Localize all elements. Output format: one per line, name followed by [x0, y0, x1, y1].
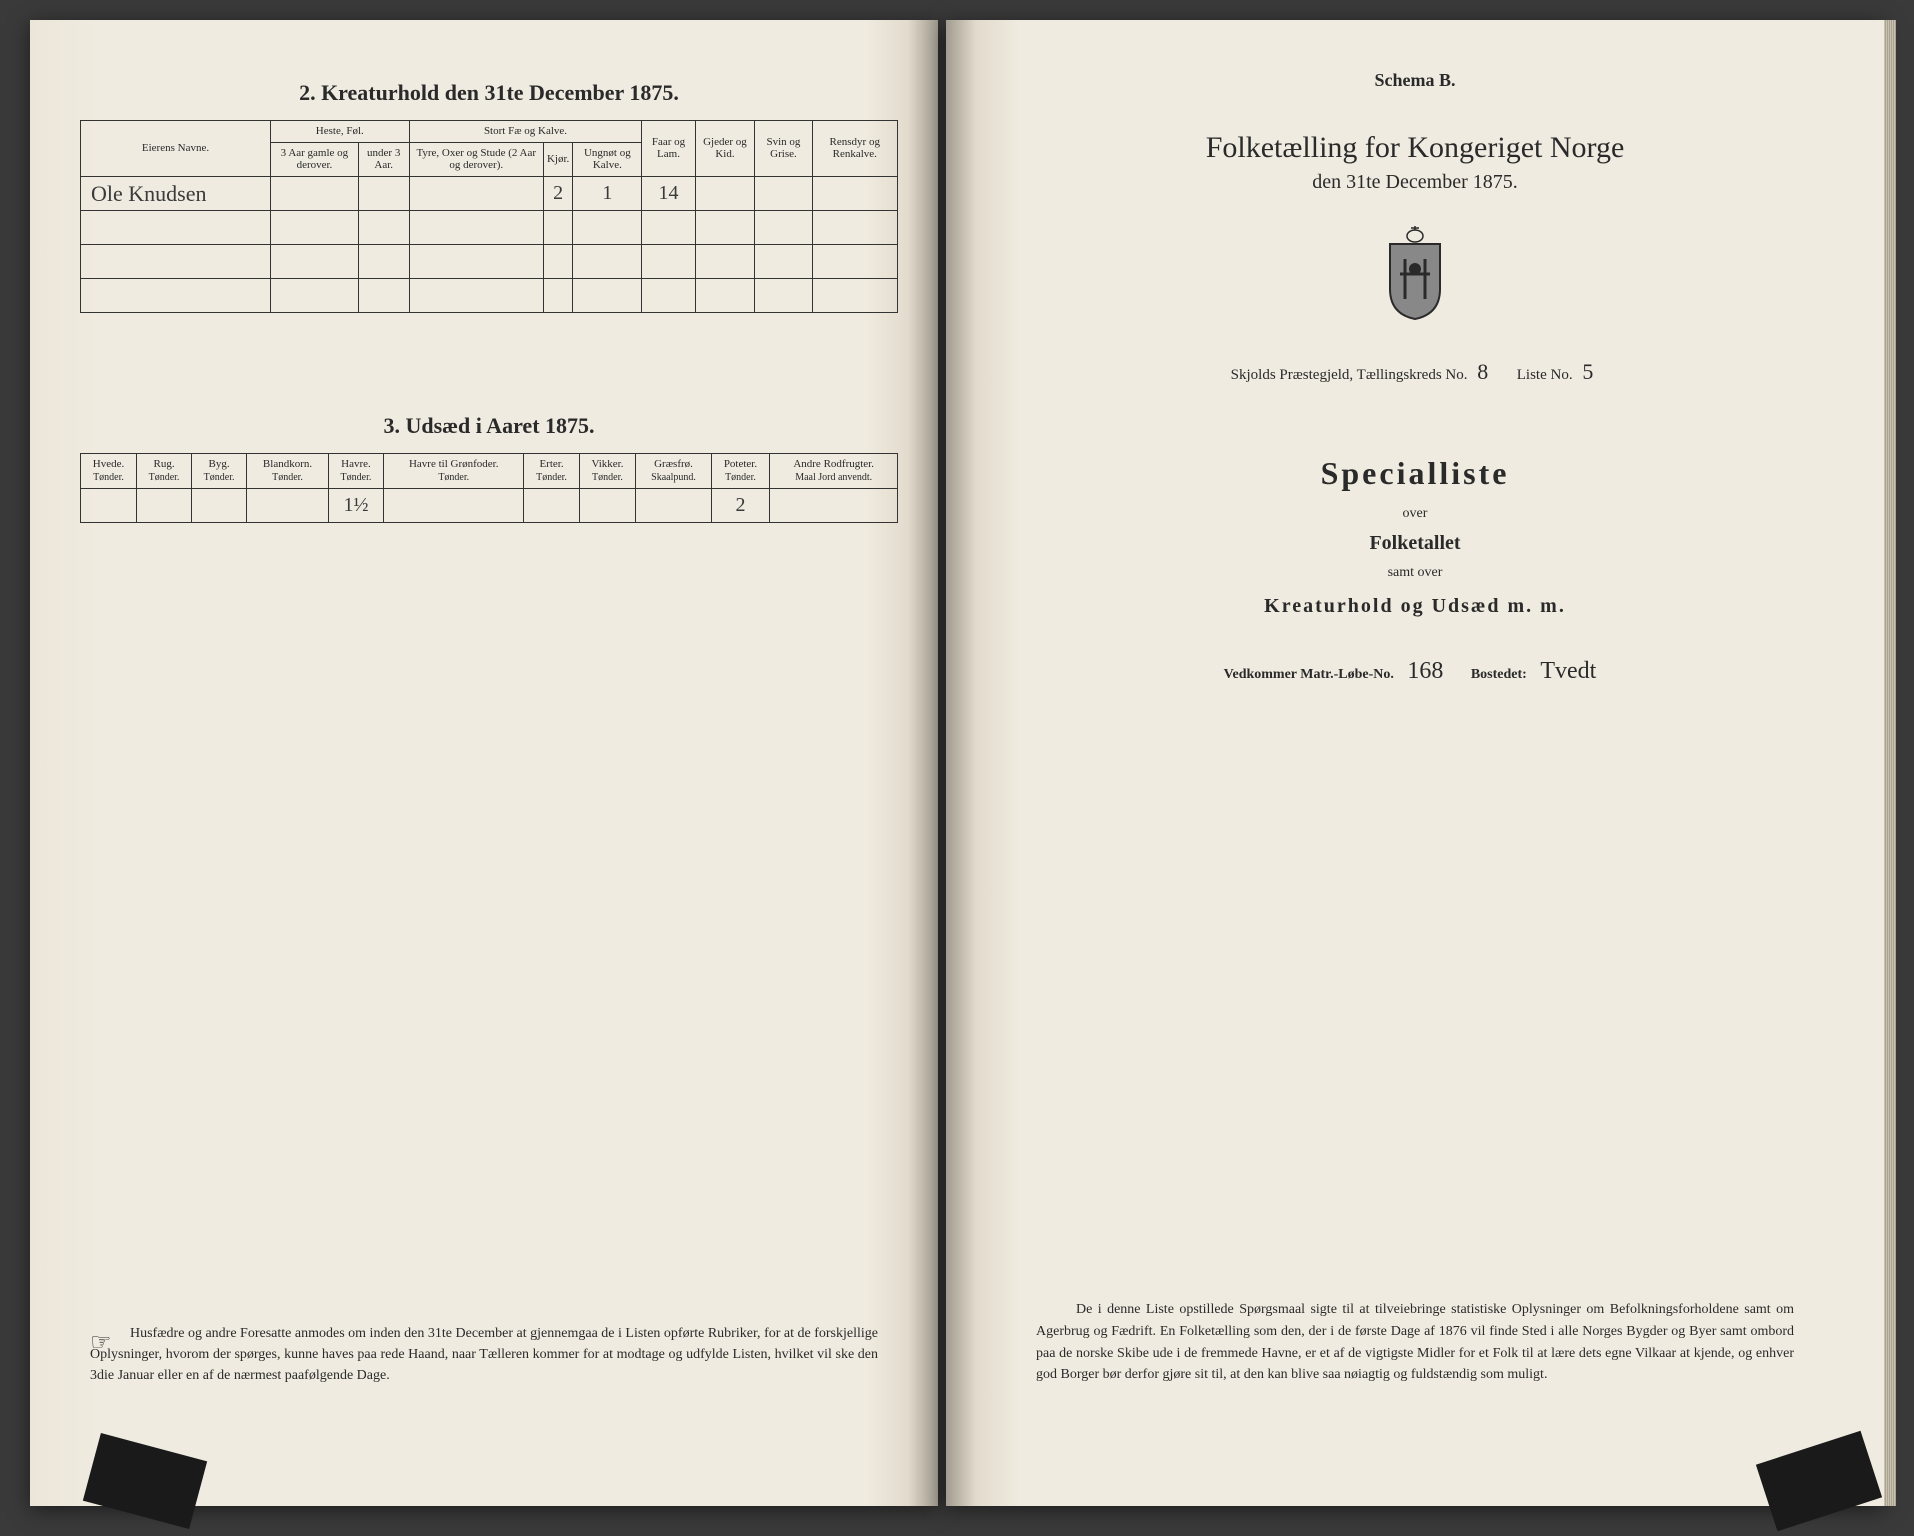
special-title: Specialliste	[1006, 455, 1824, 492]
kreaturhold-table: Eierens Navne. Heste, Føl. Stort Fæ og K…	[80, 120, 898, 313]
sub-date: den 31te December 1875.	[1006, 171, 1824, 194]
table-row: Ole Knudsen 2 1 14	[81, 176, 898, 210]
col-hvede: Hvede.Tønder.	[81, 454, 137, 488]
col-andre: Andre Rodfrugter.Maal Jord anvendt.	[770, 454, 898, 488]
cell	[384, 488, 524, 522]
col-fae-a: Tyre, Oxer og Stude (2 Aar og derover).	[409, 142, 543, 176]
col-svin: Svin og Grise.	[755, 121, 812, 177]
section3-title: 3. Udsæd i Aaret 1875.	[80, 413, 898, 439]
col-havre-gron: Havre til Grønfoder.Tønder.	[384, 454, 524, 488]
cell	[755, 176, 812, 210]
page-corner-tab	[83, 1433, 207, 1529]
kreaturhold-tbody: Ole Knudsen 2 1 14	[81, 176, 898, 312]
cell	[695, 176, 755, 210]
col-byg: Byg.Tønder.	[192, 454, 247, 488]
cell	[409, 176, 543, 210]
cell: 14	[642, 176, 695, 210]
col-faar: Faar og Lam.	[642, 121, 695, 177]
owner-name: Ole Knudsen	[81, 176, 271, 210]
book-spread: 2. Kreaturhold den 31te December 1875. E…	[0, 0, 1914, 1536]
cell	[524, 488, 579, 522]
right-page: Schema B. Folketælling for Kongeriget No…	[946, 20, 1884, 1506]
page-stack-edge	[1884, 20, 1896, 1506]
kreatur-line: Kreaturhold og Udsæd m. m.	[1006, 595, 1824, 618]
cell	[358, 176, 409, 210]
coat-of-arms-icon	[1006, 224, 1824, 329]
schema-label: Schema B.	[1006, 70, 1824, 91]
right-footer-note: De i denne Liste opstillede Spørgsmaal s…	[1036, 1299, 1794, 1386]
cell	[636, 488, 711, 522]
col-erter: Erter.Tønder.	[524, 454, 579, 488]
col-havre: Havre.Tønder.	[328, 454, 383, 488]
cell: 2	[543, 176, 572, 210]
parish-prefix: Skjolds Præstegjeld, Tællingskreds No.	[1231, 367, 1468, 383]
cell	[271, 176, 359, 210]
footer-text: Husfædre og andre Foresatte anmodes om i…	[90, 1326, 878, 1383]
cell	[137, 488, 192, 522]
colgrp-stortfae: Stort Fæ og Kalve.	[409, 121, 642, 143]
col-rensdyr: Rensdyr og Renkalve.	[812, 121, 897, 177]
parish-line: Skjolds Præstegjeld, Tællingskreds No. 8…	[1006, 359, 1824, 385]
col-fae-c: Ungnøt og Kalve.	[573, 142, 642, 176]
page-corner-tab	[1756, 1431, 1882, 1532]
table-row	[81, 211, 898, 245]
cell: 2	[711, 488, 770, 522]
samt-over-label: samt over	[1006, 565, 1824, 581]
col-blandkorn: Blandkorn.Tønder.	[247, 454, 329, 488]
col-poteter: Poteter.Tønder.	[711, 454, 770, 488]
left-page: 2. Kreaturhold den 31te December 1875. E…	[30, 20, 938, 1506]
table-row: 1½ 2	[81, 488, 898, 522]
cell	[247, 488, 329, 522]
liste-no: 5	[1576, 359, 1599, 384]
cell	[770, 488, 898, 522]
cell	[579, 488, 636, 522]
folketallet-label: Folketallet	[1006, 532, 1824, 555]
col-fae-b: Kjør.	[543, 142, 572, 176]
col-eier: Eierens Navne.	[81, 121, 271, 177]
col-rug: Rug.Tønder.	[137, 454, 192, 488]
liste-label: Liste No.	[1517, 367, 1573, 383]
bostedet: Tvedt	[1530, 658, 1606, 684]
col-heste-b: under 3 Aar.	[358, 142, 409, 176]
bostedet-label: Bostedet:	[1471, 667, 1527, 682]
cell	[81, 488, 137, 522]
pointing-hand-icon: ☞	[50, 1325, 112, 1361]
udsaed-table: Hvede.Tønder. Rug.Tønder. Byg.Tønder. Bl…	[80, 453, 898, 522]
col-vikker: Vikker.Tønder.	[579, 454, 636, 488]
col-heste-a: 3 Aar gamle og derover.	[271, 142, 359, 176]
cell: 1½	[328, 488, 383, 522]
table-row	[81, 279, 898, 313]
cell	[812, 176, 897, 210]
left-footer-note: ☞ Husfædre og andre Foresatte anmodes om…	[90, 1323, 878, 1386]
main-title: Folketælling for Kongeriget Norge	[1006, 131, 1824, 165]
col-graesfro: Græsfrø.Skaalpund.	[636, 454, 711, 488]
col-gjeder: Gjeder og Kid.	[695, 121, 755, 177]
matr-no: 168	[1397, 658, 1453, 684]
matr-line: Vedkommer Matr.-Løbe-No. 168 Bostedet: T…	[1006, 658, 1824, 685]
section2-title: 2. Kreaturhold den 31te December 1875.	[80, 80, 898, 106]
over-label: over	[1006, 506, 1824, 522]
cell: 1	[573, 176, 642, 210]
colgrp-heste: Heste, Føl.	[271, 121, 410, 143]
matr-prefix: Vedkommer Matr.-Løbe-No.	[1224, 667, 1394, 682]
kreds-no: 8	[1471, 359, 1494, 384]
cell	[192, 488, 247, 522]
table-row	[81, 245, 898, 279]
